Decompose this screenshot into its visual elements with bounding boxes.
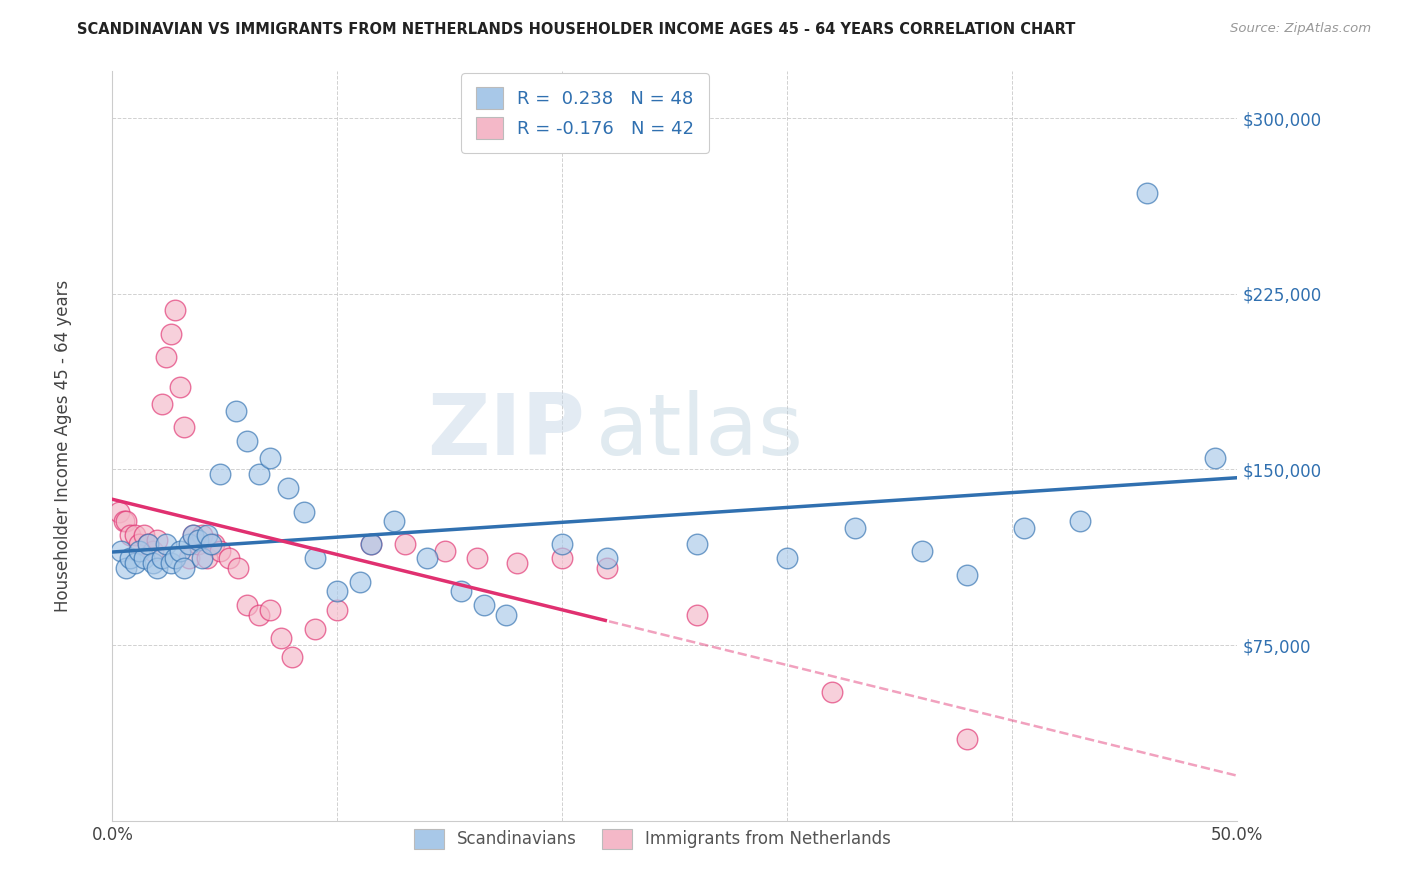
Point	[360, 537, 382, 551]
Point	[128, 544, 150, 558]
Text: Source: ZipAtlas.com: Source: ZipAtlas.com	[1230, 22, 1371, 36]
Point	[142, 556, 165, 570]
Point	[416, 551, 439, 566]
Point	[956, 567, 979, 582]
Point	[150, 551, 173, 566]
Point	[304, 622, 326, 636]
Point	[183, 528, 205, 542]
Point	[277, 481, 299, 495]
Point	[506, 556, 529, 570]
Point	[115, 561, 138, 575]
Point	[236, 599, 259, 613]
Point	[138, 537, 160, 551]
Point	[596, 561, 619, 575]
Point	[183, 528, 205, 542]
Point	[155, 537, 177, 551]
Point	[382, 514, 405, 528]
Point	[326, 584, 349, 599]
Point	[187, 537, 209, 551]
Point	[911, 544, 934, 558]
Point	[1069, 514, 1091, 528]
Point	[281, 649, 304, 664]
Point	[177, 551, 200, 566]
Point	[202, 537, 225, 551]
Point	[956, 731, 979, 746]
Point	[177, 537, 200, 551]
Point	[247, 467, 270, 482]
Point	[146, 533, 169, 547]
Point	[169, 544, 191, 558]
Point	[124, 556, 146, 570]
Point	[191, 551, 214, 566]
Point	[292, 505, 315, 519]
Point	[304, 551, 326, 566]
Point	[142, 544, 165, 558]
Point	[394, 537, 416, 551]
Point	[195, 551, 218, 566]
Text: SCANDINAVIAN VS IMMIGRANTS FROM NETHERLANDS HOUSEHOLDER INCOME AGES 45 - 64 YEAR: SCANDINAVIAN VS IMMIGRANTS FROM NETHERLA…	[77, 22, 1076, 37]
Point	[209, 544, 232, 558]
Text: atlas: atlas	[596, 390, 804, 473]
Point	[132, 551, 155, 566]
Point	[686, 607, 709, 622]
Point	[450, 584, 472, 599]
Text: ZIP: ZIP	[427, 390, 585, 473]
Point	[115, 514, 138, 528]
Point	[1136, 186, 1159, 201]
Point	[165, 551, 187, 566]
Point	[686, 537, 709, 551]
Point	[349, 574, 371, 589]
Point	[112, 514, 135, 528]
Point	[124, 528, 146, 542]
Point	[128, 537, 150, 551]
Point	[776, 551, 799, 566]
Point	[472, 599, 495, 613]
Point	[434, 544, 457, 558]
Text: Householder Income Ages 45 - 64 years: Householder Income Ages 45 - 64 years	[55, 280, 72, 612]
Point	[173, 561, 195, 575]
Point	[326, 603, 349, 617]
Point	[1204, 450, 1226, 465]
Point	[191, 528, 214, 542]
Point	[160, 556, 183, 570]
Point	[209, 467, 232, 482]
Point	[228, 561, 250, 575]
Point	[169, 380, 191, 394]
Point	[225, 404, 247, 418]
Point	[150, 397, 173, 411]
Point	[247, 607, 270, 622]
Legend: Scandinavians, Immigrants from Netherlands: Scandinavians, Immigrants from Netherlan…	[405, 821, 900, 857]
Point	[120, 528, 142, 542]
Point	[844, 521, 866, 535]
Point	[551, 537, 574, 551]
Point	[138, 537, 160, 551]
Point	[495, 607, 517, 622]
Point	[596, 551, 619, 566]
Point	[173, 420, 195, 434]
Point	[1012, 521, 1035, 535]
Point	[146, 561, 169, 575]
Point	[160, 326, 183, 341]
Point	[132, 528, 155, 542]
Point	[259, 603, 281, 617]
Point	[465, 551, 488, 566]
Point	[218, 551, 240, 566]
Point	[108, 505, 131, 519]
Point	[360, 537, 382, 551]
Point	[821, 685, 844, 699]
Point	[155, 350, 177, 364]
Point	[165, 303, 187, 318]
Point	[551, 551, 574, 566]
Point	[110, 544, 132, 558]
Point	[120, 551, 142, 566]
Point	[270, 631, 292, 645]
Point	[200, 537, 222, 551]
Point	[187, 533, 209, 547]
Point	[236, 434, 259, 449]
Point	[195, 528, 218, 542]
Point	[259, 450, 281, 465]
